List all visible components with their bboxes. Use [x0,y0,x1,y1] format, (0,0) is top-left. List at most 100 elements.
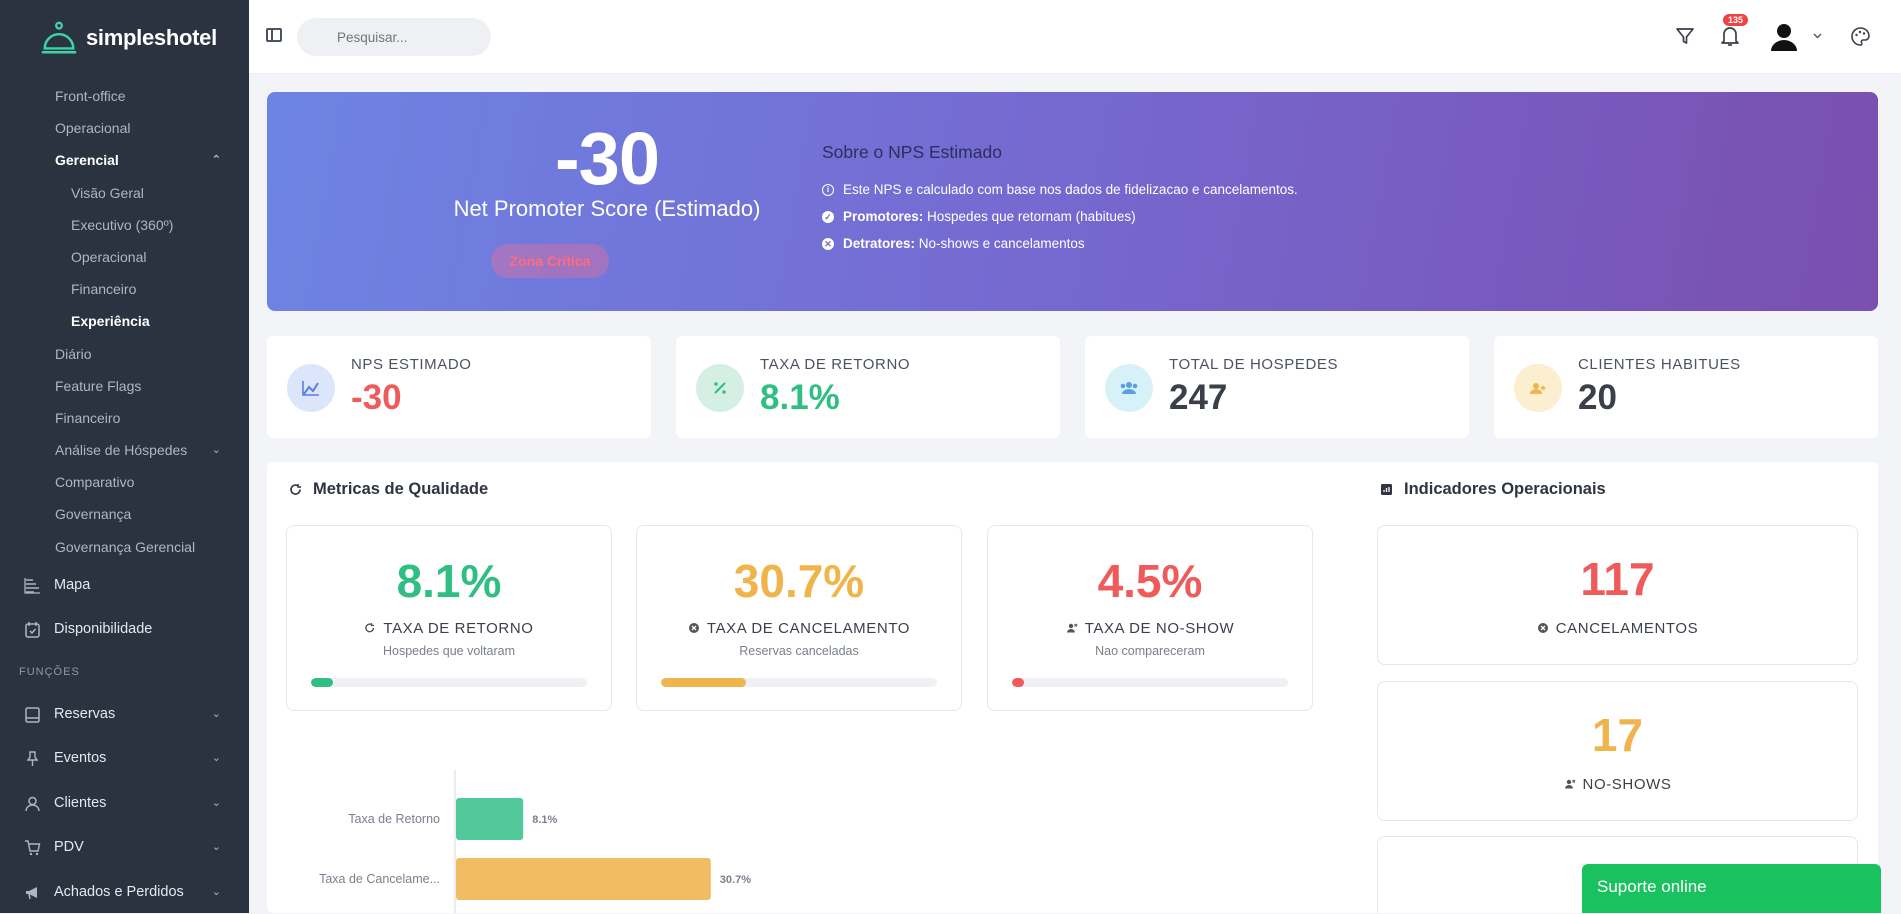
chart-category-label: Taxa de Cancelame... [319,872,440,886]
chart-line-icon [287,364,335,412]
stat-label: NPS ESTIMADO [351,356,472,373]
chart-bar[interactable] [456,858,711,900]
quality-desc: Nao compareceram [1095,644,1205,658]
sidebar-item[interactable]: Achados e Perdidos ⌄ [0,870,249,914]
chevron-down-icon[interactable]: ⌄ [211,885,221,898]
user-x-icon [1066,623,1078,633]
sidebar-item[interactable]: Gerencial ⌃ [0,144,249,176]
indicator-card: 17 NO-SHOWS [1377,681,1858,821]
stat-label: CLIENTES HABITUES [1578,356,1741,373]
sidebar-item[interactable]: Comparativo [0,466,249,498]
sidebar-item-label: Financeiro [71,281,137,298]
check-circle-icon: ✓ [822,210,834,223]
palette-icon[interactable] [1850,26,1871,47]
sidebar-item[interactable]: Eventos ⌄ [0,736,249,781]
sidebar-item[interactable]: Clientes ⌄ [0,781,249,826]
stat-value: 20 [1578,378,1617,417]
quality-value: 8.1% [396,555,502,607]
zone-badge: Zona Crítica [491,244,609,278]
chevron-up-icon[interactable]: ⌃ [211,154,221,167]
sidebar-section-label: FUNÇÕES [19,665,80,678]
promoters-label: Promotores: [843,209,924,224]
filter-icon[interactable] [1675,26,1695,46]
brand-logo[interactable]: simpleshotel [40,18,217,58]
notifications-badge: 135 [1723,14,1749,26]
about-title: Sobre o NPS Estimado [822,142,1002,162]
quality-desc: Hospedes que voltaram [382,644,516,658]
sidebar-item[interactable]: Disponibilidade [0,607,249,652]
map-icon [24,577,40,594]
chevron-down-icon[interactable]: ⌄ [211,707,221,720]
sidebar-item-label: Mapa [54,576,91,593]
progress-track [311,678,587,687]
sidebar-item-label: Governança Gerencial [55,538,196,555]
refresh-icon [290,484,301,495]
chevron-down-icon[interactable] [1813,33,1822,39]
detractors-text: No-shows e cancelamentos [918,236,1085,251]
x-circle-icon [688,623,699,633]
progress-fill [661,678,746,687]
sidebar-item-label: Executivo (360º) [71,216,174,233]
sidebar-item-label: Financeiro [55,409,121,426]
sidebar-item-label: Eventos [54,750,107,767]
chart-value-label: 30.7% [720,874,751,886]
quality-label-row: TAXA DE CANCELAMENTO [637,620,961,637]
chevron-down-icon[interactable]: ⌄ [211,444,221,457]
sidebar-item[interactable]: PDV ⌄ [0,825,249,870]
chart-bar[interactable] [456,798,524,840]
quality-value: 4.5% [1097,555,1203,607]
x-circle-icon [1537,623,1548,633]
stat-label: TOTAL DE HOSPEDES [1169,356,1339,373]
x-circle-icon: ✕ [822,237,834,250]
sidebar-item[interactable]: Governança Gerencial [0,531,249,563]
topbar [249,0,1901,74]
progress-fill [1012,678,1025,687]
progress-track [1012,678,1288,687]
about-info-text: Este NPS e calculado com base nos dados … [843,182,1298,197]
indicator-value: 17 [1591,709,1644,761]
calendar-icon [25,622,40,639]
sidebar-item[interactable]: Front-office [0,80,249,112]
stat-card-retorno: TAXA DE RETORNO 8.1% [676,336,1060,438]
sidebar-item[interactable]: Reservas ⌄ [0,692,249,737]
quality-desc: Reservas canceladas [739,644,859,658]
support-chat-button[interactable]: Suporte online [1582,864,1881,913]
percent-icon [696,364,744,412]
users-icon [1105,364,1153,412]
search-input[interactable] [297,18,491,56]
quality-title: Metricas de Qualidade [313,480,489,498]
bell-icon[interactable] [1720,25,1740,47]
sidebar-nav: Front-office Operacional Gerencial ⌃ Visão G… [0,80,249,914]
detractors-label: Detratores: [843,236,916,251]
quality-card: 8.1% TAXA DE RETORNO Hospedes que voltaram [286,525,612,711]
avatar[interactable] [1768,20,1800,52]
sidebar-item-label: Comparativo [55,474,135,491]
nps-caption: Net Promoter Score (Estimado) [453,196,761,221]
sidebar-item[interactable]: Financeiro [0,402,249,434]
sidebar-item[interactable]: Análise de Hóspedes ⌄ [0,434,249,466]
quality-value: 30.7% [733,555,865,607]
sidebar-item[interactable]: Diário [0,338,249,370]
about-detractors-line: ✕ Detratores: No-shows e cancelamentos [822,230,1298,257]
about-promoters-line: ✓ Promotores: Hospedes que retornam (hab… [822,203,1298,230]
sidebar-item[interactable]: Mapa [0,563,249,608]
sidebar-item[interactable]: Executivo (360º) [0,209,249,241]
sidebar-item[interactable]: Operacional [0,112,249,144]
quality-label-row: TAXA DE NO-SHOW [988,620,1312,637]
quality-label: TAXA DE CANCELAMENTO [706,620,911,637]
sidebar-item-label: Gerencial [55,152,119,169]
sidebar-item[interactable]: Operacional [0,241,249,273]
sidebar-toggle-icon[interactable] [266,28,282,42]
sidebar-item[interactable]: Feature Flags [0,370,249,402]
stat-value: 247 [1169,378,1228,417]
sidebar-item[interactable]: Financeiro [0,273,249,305]
chevron-down-icon[interactable]: ⌄ [211,796,221,809]
sidebar-item[interactable]: Governança [0,498,249,530]
sidebar-item[interactable]: Visão Geral [0,177,249,209]
chevron-down-icon[interactable]: ⌄ [211,841,221,854]
chevron-down-icon[interactable]: ⌄ [211,752,221,765]
sidebar-item[interactable]: Experiência [0,305,249,337]
sidebar-item-label: PDV [54,839,84,856]
stat-value: 8.1% [760,378,840,417]
progress-fill [311,678,334,687]
